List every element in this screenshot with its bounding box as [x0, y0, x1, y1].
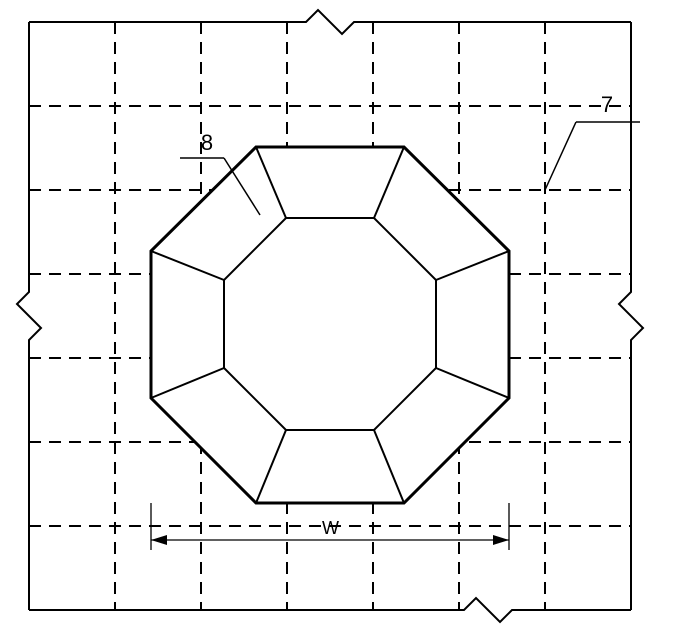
border-bottom: [29, 598, 631, 622]
border-left: [17, 22, 41, 610]
octagon-shape: [151, 147, 509, 503]
octagon-inner: [224, 218, 436, 430]
dim-arrow-left: [151, 535, 167, 545]
dim-arrow-right: [493, 535, 509, 545]
callout-leader: [545, 122, 576, 190]
border-right: [619, 22, 643, 610]
border-top: [29, 10, 631, 34]
diagram-canvas: 7 8 W: [0, 0, 678, 637]
callout-8-text: 8: [201, 130, 213, 155]
dim-text: W: [322, 518, 339, 538]
callout-7-text: 7: [601, 92, 613, 117]
